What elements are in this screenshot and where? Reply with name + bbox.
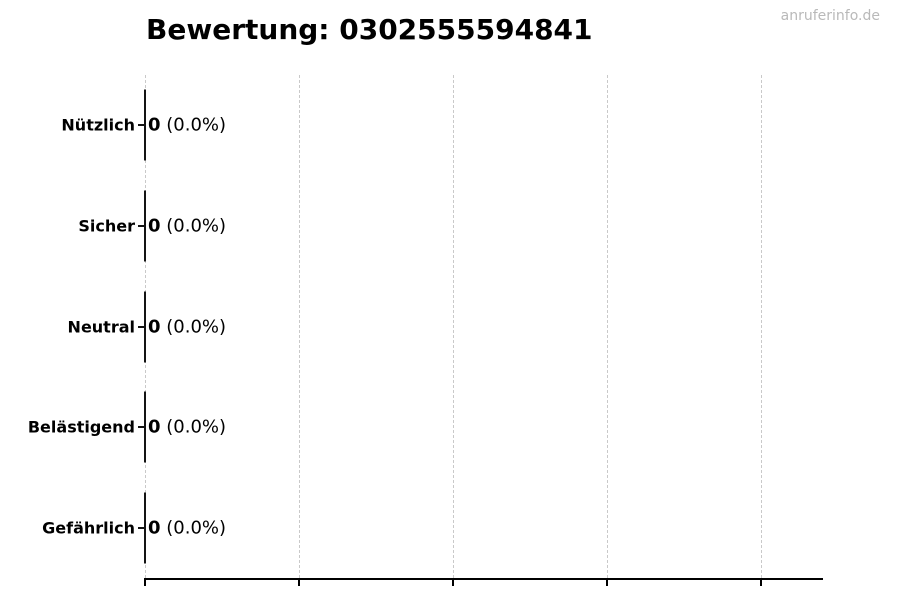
x-axis-tick	[298, 578, 301, 586]
value-label: 0 (0.0%)	[148, 417, 226, 438]
y-axis-tick	[138, 526, 145, 529]
y-axis-tick	[138, 224, 145, 227]
value-label: 0 (0.0%)	[148, 215, 226, 236]
value-percent: (0.0%)	[160, 215, 227, 237]
value-number: 0	[148, 114, 161, 136]
bar	[144, 89, 146, 161]
value-number: 0	[148, 517, 161, 539]
x-axis-tick	[452, 578, 455, 586]
x-axis-tick	[144, 578, 146, 586]
category-label: Neutral	[67, 317, 135, 336]
value-number: 0	[148, 416, 161, 438]
y-axis-tick	[138, 124, 145, 127]
chart-title: Bewertung: 0302555594841	[146, 13, 593, 46]
value-percent: (0.0%)	[160, 316, 227, 337]
gridline	[299, 75, 301, 578]
x-axis-tick	[606, 578, 609, 586]
bar	[144, 492, 146, 564]
bar	[144, 391, 146, 463]
y-axis-tick	[138, 325, 145, 328]
y-axis-tick	[138, 426, 145, 429]
value-label: 0 (0.0%)	[148, 316, 226, 337]
category-label: Belästigend	[27, 417, 135, 437]
bar	[144, 291, 146, 362]
value-percent: (0.0%)	[160, 517, 227, 539]
x-axis-tick	[760, 578, 763, 586]
value-percent: (0.0%)	[160, 114, 227, 136]
value-label: 0 (0.0%)	[148, 115, 226, 136]
gridline	[761, 75, 763, 578]
category-label: Sicher	[78, 216, 135, 236]
value-number: 0	[148, 316, 161, 337]
category-label: Nützlich	[61, 115, 135, 135]
watermark-text: anruferinfo.de	[780, 8, 880, 24]
value-label: 0 (0.0%)	[148, 517, 226, 538]
gridline	[607, 75, 609, 578]
bar	[144, 190, 146, 262]
value-percent: (0.0%)	[160, 416, 227, 438]
plot-area: Nützlich 0 (0.0%) Sicher 0 (0.0%) Neutral 0 (…	[28, 75, 823, 586]
value-number: 0	[148, 215, 161, 237]
category-label: Gefährlich	[42, 518, 135, 538]
gridline	[453, 75, 455, 578]
